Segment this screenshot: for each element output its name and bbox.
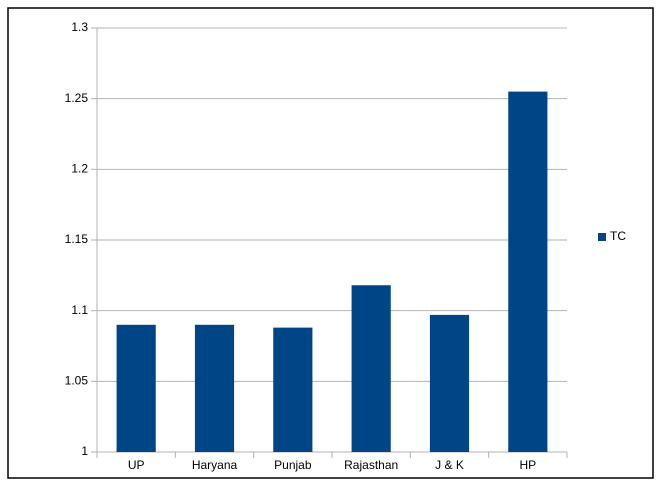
bar: [351, 285, 391, 452]
y-tick-label: 1.15: [65, 232, 89, 246]
y-tick-label: 1.05: [65, 374, 89, 388]
y-tick-label: 1.3: [71, 20, 88, 34]
x-tick-label: UP: [128, 458, 145, 472]
y-tick-label: 1: [81, 444, 88, 458]
x-tick-label: HP: [519, 458, 536, 472]
y-tick-label: 1.1: [71, 303, 88, 317]
legend-swatch: [598, 233, 606, 241]
x-tick-label: Rajasthan: [344, 458, 398, 472]
y-tick-label: 1.2: [71, 162, 88, 176]
y-tick-label: 1.25: [65, 91, 89, 105]
bar: [194, 324, 235, 452]
bar: [273, 327, 313, 452]
x-tick-label: Haryana: [192, 458, 238, 472]
bar: [508, 91, 548, 452]
bar: [116, 324, 156, 452]
bar: [429, 314, 470, 452]
legend-label: TC: [610, 229, 626, 243]
x-tick-label: Punjab: [274, 458, 312, 472]
x-tick-label: J & K: [435, 458, 464, 472]
chart-border: [7, 7, 654, 479]
